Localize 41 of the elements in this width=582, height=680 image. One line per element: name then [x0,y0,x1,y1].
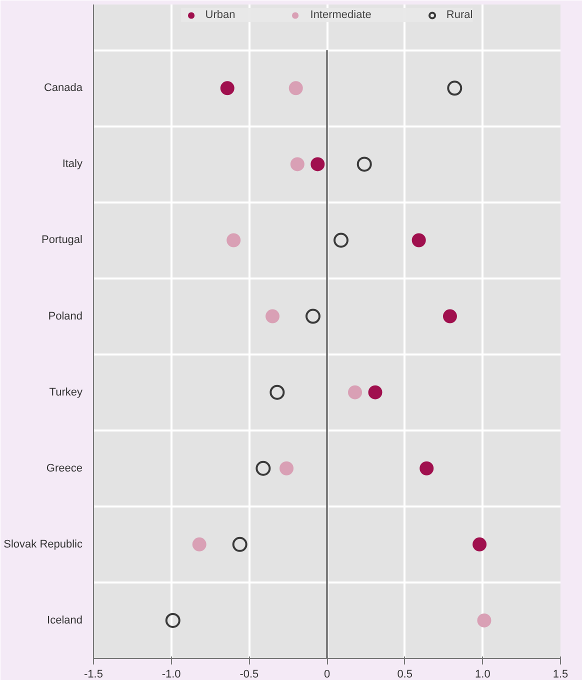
point [280,461,294,476]
point [288,81,303,96]
point [348,385,362,400]
y-tick-label: Turkey [49,386,83,398]
point [290,157,304,172]
y-tick-label: Poland [48,310,83,322]
point [266,309,280,324]
legend-label: Intermediate [310,8,372,22]
point [368,385,382,400]
x-tick-label: 1.5 [552,668,568,680]
point [165,612,180,628]
y-tick-label: Italy [62,158,83,170]
text: 1.0 [475,668,490,680]
point [192,537,206,552]
text: -1.5 [84,668,103,680]
y-tick-label: Iceland [47,614,83,626]
point [305,308,320,324]
text: -1.0 [162,668,181,680]
x-tick-label: 0.5 [397,668,412,680]
y-tick-label: Portugal [42,234,83,246]
legend-label: Urban [205,8,236,22]
point [232,536,248,552]
point [256,460,271,476]
point [334,232,349,248]
point [472,537,487,552]
point [356,156,372,172]
text: -0.5 [240,668,259,680]
point [442,309,457,324]
point [310,157,325,172]
point [270,384,285,400]
x-tick-label: 0 [324,668,330,680]
point [420,461,434,476]
legend-label: Rural [446,8,473,22]
point [412,233,426,248]
point [447,80,462,96]
y-tick-label: Greece [46,462,83,474]
y-tick-label: Slovak Republic [4,538,83,550]
y-tick-label: Canada [44,82,84,94]
point [220,81,234,96]
point [226,233,241,248]
point [477,613,492,628]
